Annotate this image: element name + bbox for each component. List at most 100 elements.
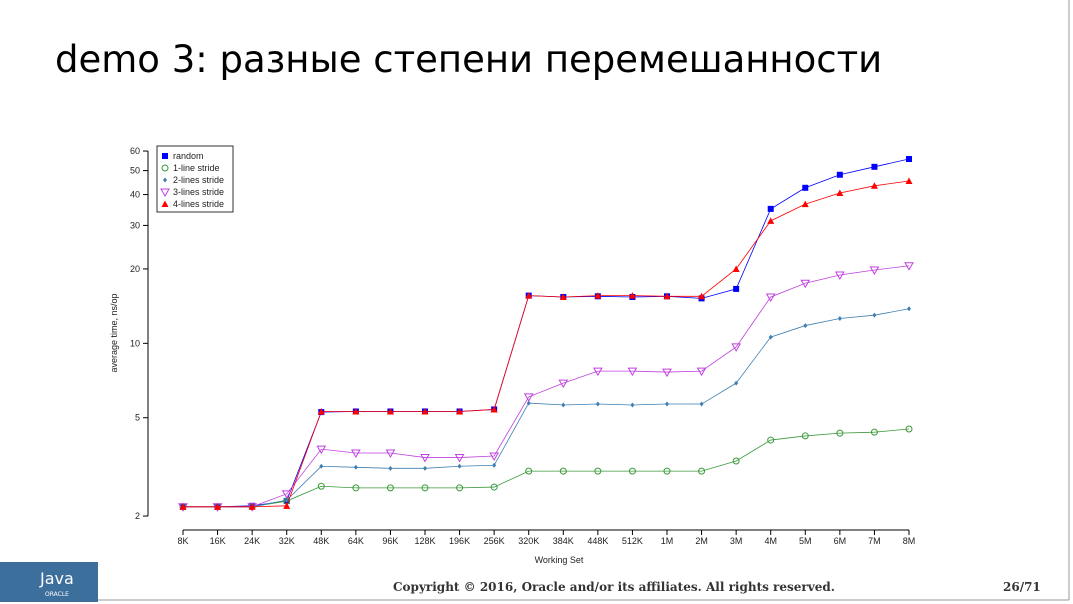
data-point xyxy=(489,452,500,462)
data-point xyxy=(423,465,427,471)
series-line xyxy=(183,265,910,508)
x-tick-label: 48K xyxy=(313,536,329,546)
series-line xyxy=(183,308,910,508)
data-point xyxy=(317,407,325,415)
data-point xyxy=(696,367,707,377)
data-point xyxy=(699,401,704,407)
data-point xyxy=(523,393,534,402)
data-point xyxy=(871,163,878,170)
data-point xyxy=(628,467,636,475)
data-point xyxy=(630,402,635,408)
y-tick-label: 10 xyxy=(130,338,140,348)
data-point xyxy=(665,401,669,407)
x-tick-label: 196K xyxy=(449,536,470,546)
data-point xyxy=(767,217,775,224)
x-tick-label: 256K xyxy=(484,536,505,546)
data-point xyxy=(628,292,636,299)
data-point xyxy=(837,316,842,322)
x-tick-label: 16K xyxy=(210,536,226,546)
data-point xyxy=(319,463,324,469)
data-point xyxy=(558,379,569,389)
x-tick-label: 2M xyxy=(695,536,708,546)
data-point xyxy=(456,407,464,415)
data-point xyxy=(492,462,497,468)
y-tick-label: 40 xyxy=(130,190,140,200)
data-point xyxy=(870,428,878,436)
y-tick-label: 50 xyxy=(130,166,140,176)
data-point xyxy=(454,454,465,463)
data-point xyxy=(525,292,533,299)
data-point xyxy=(907,306,911,312)
data-point xyxy=(352,484,360,492)
data-point xyxy=(281,490,292,499)
data-point xyxy=(733,285,740,292)
data-point xyxy=(283,502,291,509)
legend-marker xyxy=(160,188,170,198)
data-point xyxy=(906,156,912,163)
x-tick-label: 8M xyxy=(903,536,916,546)
data-point xyxy=(731,343,742,352)
data-point xyxy=(316,445,327,455)
data-point xyxy=(350,449,361,458)
x-axis-title: Working Set xyxy=(535,555,584,565)
data-point xyxy=(836,189,844,196)
data-point xyxy=(698,467,706,475)
data-point xyxy=(663,292,671,300)
y-tick-label: 20 xyxy=(130,264,140,274)
legend-box xyxy=(156,145,234,213)
data-point xyxy=(385,449,396,458)
data-point xyxy=(594,467,602,475)
data-point xyxy=(767,205,774,212)
data-point xyxy=(421,484,429,492)
data-point xyxy=(592,367,603,377)
data-point xyxy=(559,293,567,300)
data-point xyxy=(284,497,289,503)
y-tick-label: 5 xyxy=(135,413,140,423)
data-point xyxy=(801,200,809,208)
x-tick-label: 3M xyxy=(730,536,743,546)
data-point xyxy=(627,367,638,377)
x-tick-label: 448K xyxy=(587,536,608,546)
data-point xyxy=(836,429,844,437)
data-point xyxy=(870,182,878,189)
data-point xyxy=(457,463,462,469)
legend-label: 3-lines stride xyxy=(173,187,224,197)
x-tick-label: 32K xyxy=(279,536,295,546)
data-point xyxy=(663,467,671,475)
data-point xyxy=(905,177,913,184)
data-point xyxy=(734,380,739,386)
data-point xyxy=(767,436,775,444)
data-point xyxy=(905,425,913,433)
data-point xyxy=(386,407,394,415)
logo-subtext: ORACLE xyxy=(45,591,69,598)
legend-marker xyxy=(163,177,167,183)
slide-title: demo 3: разные степени перемешанности xyxy=(55,38,882,81)
data-point xyxy=(421,407,429,415)
x-tick-label: 6M xyxy=(834,536,847,546)
data-point xyxy=(352,407,360,415)
data-point xyxy=(662,368,672,378)
data-point xyxy=(595,401,600,407)
data-point xyxy=(802,184,809,191)
data-point xyxy=(732,265,740,272)
data-point xyxy=(179,503,187,510)
data-point xyxy=(869,266,880,276)
x-tick-label: 512K xyxy=(622,536,643,546)
data-point xyxy=(904,262,914,271)
series-line xyxy=(183,428,910,508)
data-point xyxy=(388,465,393,471)
legend-label: 4-lines stride xyxy=(173,199,224,209)
data-point xyxy=(386,484,394,492)
x-tick-label: 64K xyxy=(348,536,364,546)
data-point xyxy=(765,293,776,302)
legend-marker xyxy=(161,164,169,172)
x-tick-label: 320K xyxy=(518,536,539,546)
legend-label: random xyxy=(173,151,204,161)
legend-marker xyxy=(162,153,168,159)
data-point xyxy=(561,402,566,408)
y-axis-title: average time, ns/op xyxy=(109,293,119,372)
data-point xyxy=(732,457,740,465)
x-tick-label: 4M xyxy=(764,536,777,546)
x-tick-label: 5M xyxy=(799,536,812,546)
